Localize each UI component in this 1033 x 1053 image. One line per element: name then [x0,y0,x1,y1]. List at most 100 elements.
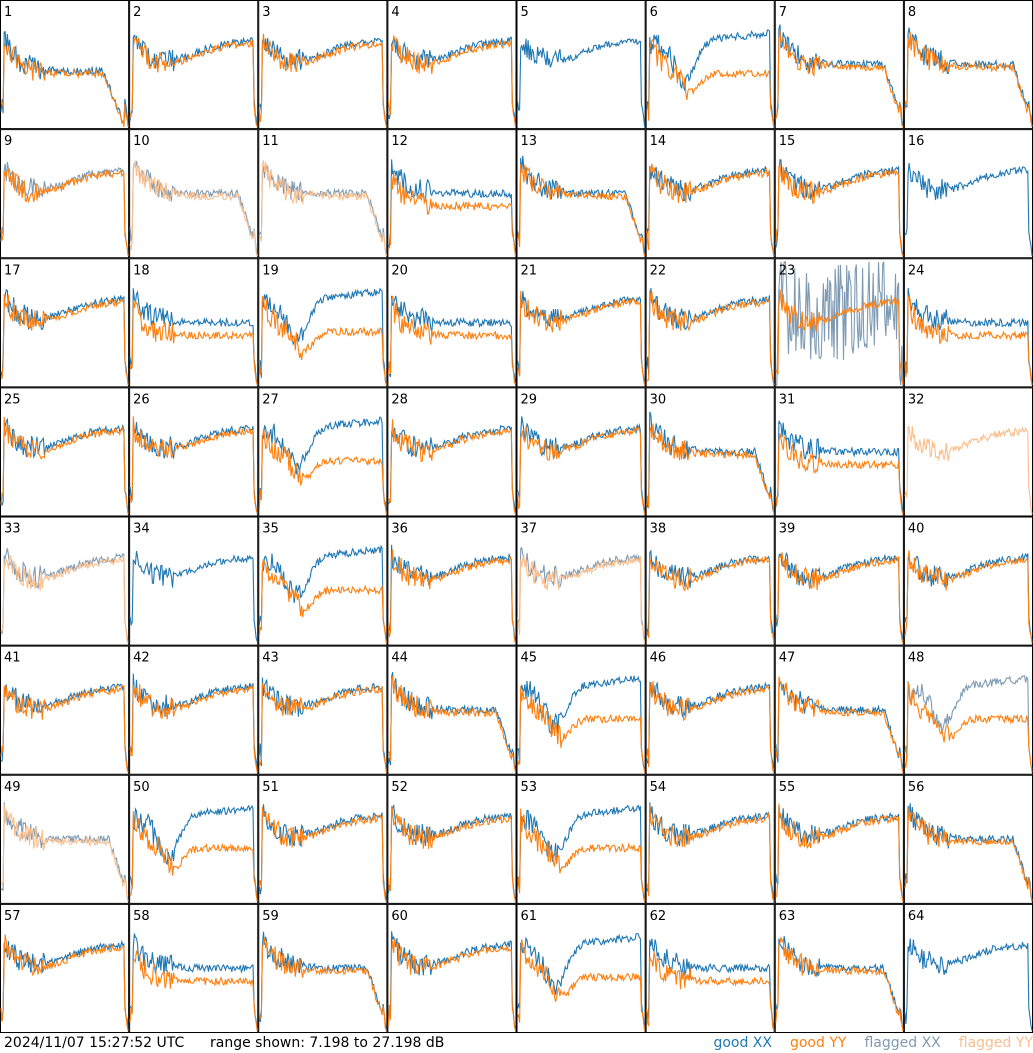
panel-23: 23 [774,258,904,388]
series-yy-panel-60 [387,938,517,1031]
panel-label: 48 [908,651,925,666]
panel-label: 10 [133,134,150,149]
legend-flagged-yy: flagged YY [958,1035,1033,1051]
series-xx-panel-28 [387,424,517,514]
panel-label: 47 [779,651,796,666]
panel-49: 49 [0,774,130,904]
series-xx-panel-49 [0,802,129,902]
panel-4: 4 [387,0,517,130]
panel-label: 26 [133,392,150,407]
panel-58: 58 [129,903,259,1033]
panel-label: 7 [779,5,787,20]
panel-label: 44 [391,651,408,666]
panel-label: 64 [908,909,925,924]
panel-label: 62 [650,909,667,924]
legend-good-yy: good YY [789,1035,847,1051]
panel-36: 36 [387,516,517,646]
panel-59: 59 [258,903,388,1033]
panel-frame [129,387,259,517]
panel-30: 30 [645,387,775,517]
series-yy-panel-36 [387,549,517,644]
panel-label: 30 [650,392,667,407]
panel-13: 13 [516,129,646,259]
panel-label: 43 [262,651,279,666]
panel-frame [258,258,388,388]
series-yy-panel-53 [516,808,646,902]
panel-56: 56 [903,774,1033,904]
panel-32: 32 [903,387,1033,517]
series-yy-panel-39 [775,552,904,644]
panel-label: 17 [4,263,21,278]
panel-53: 53 [516,774,646,904]
timestamp: 2024/11/07 15:27:52 UTC [4,1035,185,1051]
panel-46: 46 [645,645,775,775]
panel-57: 57 [0,903,130,1033]
panel-17: 17 [0,258,130,388]
panel-frame [0,645,130,775]
series-xx-panel-23 [775,261,904,387]
panel-label: 46 [650,651,667,666]
series-xx-panel-48 [904,675,1033,769]
series-xx-panel-14 [646,165,775,257]
panel-frame [903,387,1033,517]
series-yy-panel-3 [258,33,387,127]
panel-label: 11 [262,134,279,149]
panel-33: 33 [0,516,130,646]
series-xx-panel-29 [516,416,646,514]
panel-label: 19 [262,263,279,278]
panel-label: 28 [391,392,408,407]
panel-45: 45 [516,645,646,775]
panel-24: 24 [903,258,1033,388]
series-xx-panel-3 [258,36,387,127]
panel-label: 8 [908,5,916,20]
panel-43: 43 [258,645,388,775]
series-yy-panel-30 [646,423,775,515]
range-label: range shown: 7.198 to 27.198 dB [210,1035,445,1051]
series-yy-panel-29 [516,425,646,515]
panel-frame [258,0,388,130]
series-xx-panel-5 [516,38,646,127]
panel-34: 34 [129,516,259,646]
panel-label: 60 [391,909,408,924]
panel-frame [903,516,1033,646]
series-xx-panel-12 [387,159,517,257]
series-yy-panel-19 [258,295,387,386]
panel-25: 25 [0,387,130,517]
series-yy-panel-46 [646,680,775,773]
panel-12: 12 [387,129,517,259]
series-xx-panel-17 [0,288,129,386]
panel-6: 6 [645,0,775,130]
series-yy-panel-6 [646,38,775,127]
panel-16: 16 [903,129,1033,259]
series-yy-panel-28 [387,419,517,515]
series-yy-panel-38 [646,555,775,643]
panel-frame [0,387,130,517]
panel-label: 24 [908,263,925,278]
series-yy-panel-45 [516,685,646,773]
series-yy-panel-47 [775,676,904,773]
panel-14: 14 [645,129,775,259]
panel-54: 54 [645,774,775,904]
panel-label: 36 [391,522,408,537]
panel-frame [516,129,646,259]
series-xx-panel-21 [516,290,646,386]
series-yy-panel-2 [129,34,258,128]
series-yy-panel-35 [258,559,387,644]
panel-label: 13 [521,134,538,149]
panel-label: 63 [779,909,796,924]
panel-label: 16 [908,134,925,149]
series-xx-panel-16 [904,162,1033,257]
panel-frame [258,516,388,646]
legend-good-xx: good XX [713,1035,772,1051]
panel-19: 19 [258,258,388,388]
series-yy-panel-37 [516,555,646,644]
series-yy-panel-24 [904,294,1033,386]
panel-label: 25 [4,392,21,407]
panel-18: 18 [129,258,259,388]
series-xx-panel-59 [258,931,387,1031]
panel-9: 9 [0,129,130,259]
panel-label: 3 [262,5,270,20]
panel-37: 37 [516,516,646,646]
series-yy-panel-27 [258,428,387,515]
